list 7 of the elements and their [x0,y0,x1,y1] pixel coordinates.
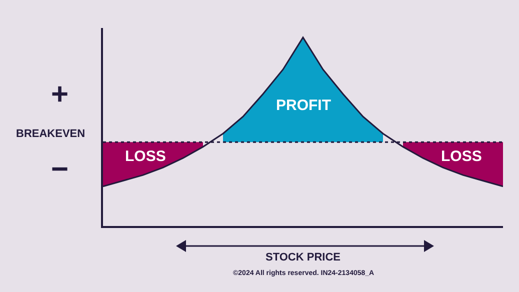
annotation: LOSS [125,148,166,165]
text: + [51,78,69,111]
text: − [51,153,69,186]
annotation: LOSS [441,148,482,165]
annotation: PROFIT [276,97,331,114]
ref-line-label: BREAKEVEN [16,128,86,140]
x-axis-title: STOCK PRICE [266,251,340,264]
